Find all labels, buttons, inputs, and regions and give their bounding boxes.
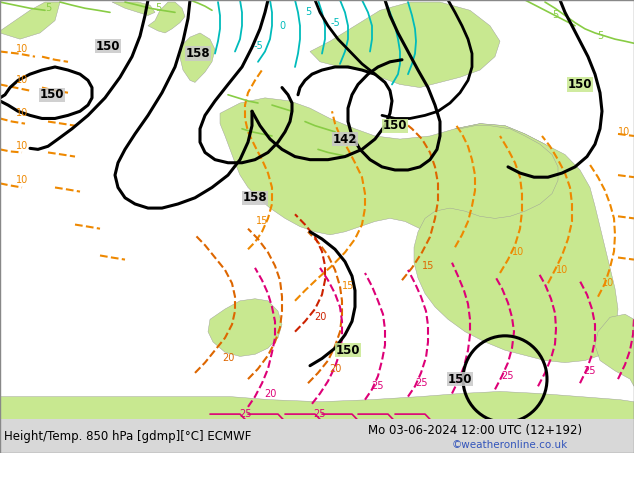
Bar [0,419,634,453]
Text: Height/Temp. 850 hPa [gdmp][°C] ECMWF: Height/Temp. 850 hPa [gdmp][°C] ECMWF [4,430,251,443]
Polygon shape [310,2,500,88]
Polygon shape [180,33,215,82]
Polygon shape [220,98,590,268]
Text: 25: 25 [239,409,251,419]
Text: 150: 150 [568,78,592,91]
Polygon shape [148,2,185,33]
Polygon shape [0,2,60,39]
Text: 158: 158 [243,191,268,204]
Polygon shape [0,392,634,453]
Text: 25: 25 [314,409,327,419]
Text: 5: 5 [552,10,558,21]
Text: 150: 150 [40,88,64,101]
Text: 5: 5 [597,31,603,41]
Text: 20: 20 [264,389,276,398]
Text: 150: 150 [448,372,472,386]
Text: 5: 5 [305,7,311,17]
Text: 20: 20 [329,364,341,374]
Text: 10: 10 [16,75,28,85]
Text: 10: 10 [16,141,28,151]
Polygon shape [208,299,282,356]
Text: 15: 15 [256,217,268,226]
Text: 25: 25 [372,381,384,392]
Text: ©weatheronline.co.uk: ©weatheronline.co.uk [452,440,568,450]
Text: 5: 5 [155,3,161,13]
Text: 10: 10 [16,175,28,185]
Text: -5: -5 [330,18,340,27]
Text: 0: 0 [279,21,285,31]
Polygon shape [595,314,634,386]
Text: 158: 158 [186,47,210,60]
Text: 20: 20 [314,312,326,322]
Text: 142: 142 [333,133,357,146]
Text: 150: 150 [96,40,120,53]
Text: 150: 150 [336,344,360,357]
Polygon shape [414,123,618,363]
Text: 10: 10 [556,265,568,275]
Text: 15: 15 [422,261,434,271]
Polygon shape [112,2,155,16]
Text: 10: 10 [602,278,614,288]
Text: 25: 25 [416,378,428,388]
Text: 5: 5 [45,3,51,13]
Text: 15: 15 [342,281,354,292]
Text: 10: 10 [618,127,630,137]
Text: -5: -5 [253,41,263,51]
Text: 150: 150 [383,119,407,132]
Text: 10: 10 [16,108,28,118]
Text: Mo 03-06-2024 12:00 UTC (12+192): Mo 03-06-2024 12:00 UTC (12+192) [368,424,582,437]
Text: 25: 25 [501,371,514,381]
Text: 10: 10 [512,247,524,257]
Text: 20: 20 [222,353,234,364]
Text: 25: 25 [584,366,596,376]
Text: 10: 10 [16,45,28,54]
